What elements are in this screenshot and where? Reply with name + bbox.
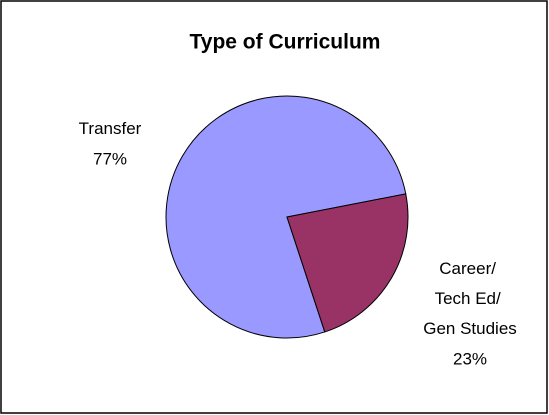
- slice-label: Career/ Tech Ed/ Gen Studies: [423, 259, 517, 338]
- slice-label-line: Career/: [439, 259, 500, 278]
- pie-slice: [165, 95, 407, 339]
- slice-value-label: 23%: [453, 349, 487, 368]
- slice-label: Transfer: [79, 119, 142, 138]
- chart-title: Type of Curriculum: [190, 31, 381, 54]
- slice-value-label: 77%: [93, 149, 127, 168]
- pie-slice: [286, 193, 409, 333]
- slice-label-line: Transfer: [79, 119, 142, 138]
- slice-label-line: Gen Studies: [423, 319, 517, 338]
- slice-label-line: Tech Ed/: [435, 289, 506, 308]
